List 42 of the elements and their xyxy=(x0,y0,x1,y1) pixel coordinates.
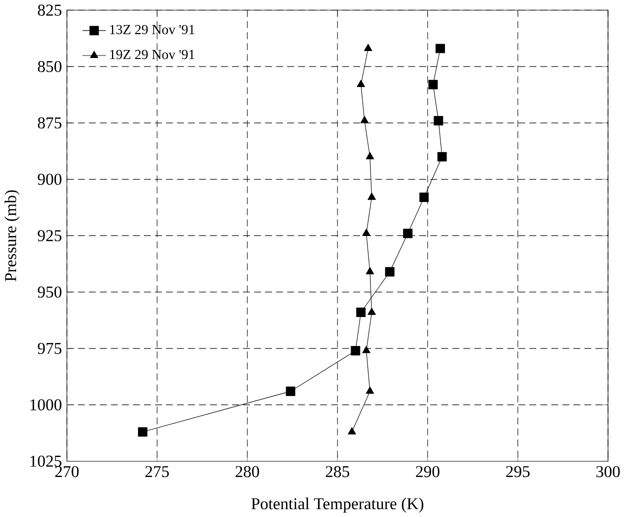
legend-label: 13Z 29 Nov '91 xyxy=(110,24,194,34)
x-tick-label: 275 xyxy=(145,466,169,478)
x-tick-label: 270 xyxy=(55,466,79,478)
y-tick-label: 850 xyxy=(38,60,62,72)
point xyxy=(368,308,376,315)
point xyxy=(356,308,366,317)
y-tick-label: 900 xyxy=(38,174,62,185)
y-tick-label: 825 xyxy=(38,4,62,16)
point xyxy=(403,228,412,238)
y-tick-label: 1025 xyxy=(30,456,62,467)
point xyxy=(385,266,394,276)
point xyxy=(366,152,374,160)
point xyxy=(348,427,356,434)
x-tick-label: 290 xyxy=(416,466,440,478)
x-axis-title: Potential Temperature (K) xyxy=(251,498,424,513)
point xyxy=(362,346,370,354)
point xyxy=(437,152,447,162)
y-tick-label: 875 xyxy=(38,117,62,128)
y-tick-label: 925 xyxy=(38,230,62,242)
point xyxy=(286,386,296,396)
x-tick-label: 285 xyxy=(326,466,350,478)
x-tick-label: 300 xyxy=(596,466,620,478)
point xyxy=(350,346,360,356)
point xyxy=(364,44,372,51)
point xyxy=(428,80,438,90)
point xyxy=(356,80,365,87)
point xyxy=(366,386,374,394)
point xyxy=(434,116,444,126)
point xyxy=(366,266,374,274)
x-tick-label: 280 xyxy=(236,466,260,478)
point xyxy=(368,192,376,200)
point xyxy=(362,228,370,236)
legend-label: 19Z 29 Nov '91 xyxy=(110,50,194,60)
y-tick-label: 950 xyxy=(38,286,62,298)
point xyxy=(138,427,148,436)
point xyxy=(419,192,429,202)
y-tick-label: 975 xyxy=(38,342,62,354)
point xyxy=(436,44,445,54)
x-tick-label: 295 xyxy=(506,466,530,478)
y-axis-title: Pressure (mb) xyxy=(4,190,20,282)
y-tick-label: 1000 xyxy=(30,399,62,410)
point xyxy=(360,116,369,124)
